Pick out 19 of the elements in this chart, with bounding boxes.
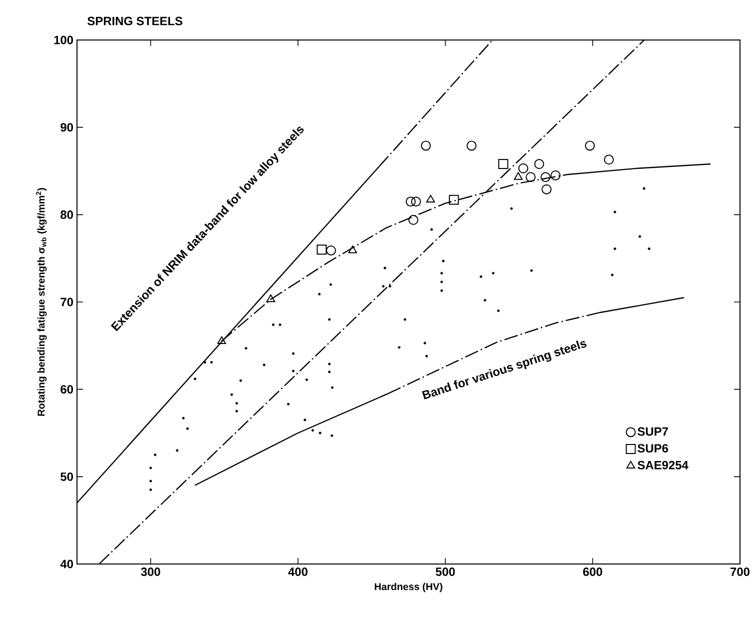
y-tick-label: 90 <box>60 123 73 132</box>
x-tick-label: 300 <box>140 568 160 576</box>
legend-label: SUP6 <box>638 444 668 453</box>
x-tick-label: 400 <box>288 568 308 576</box>
y-tick-label: 70 <box>60 298 73 306</box>
annotation: Band for various spring steels <box>422 340 586 400</box>
y-tick-label: 40 <box>60 560 73 568</box>
x-tick-label: 600 <box>583 568 602 576</box>
y-tick-label: 60 <box>60 385 73 394</box>
chart-title: SPRING STEELS <box>87 16 182 26</box>
y-axis-title: Rotating bending fatigue strength σ$_{wb}$ (kgf/mm$^{2}$) <box>36 188 47 416</box>
x-axis-title: Hardness (HV) <box>374 582 442 592</box>
y-tick-label: 100 <box>54 36 73 44</box>
y-tick-label: 50 <box>60 472 73 481</box>
x-tick-label: 500 <box>436 568 455 576</box>
y-tick-label: 80 <box>60 210 73 219</box>
legend-label: SAE9254 <box>638 460 688 470</box>
x-tick-label: 700 <box>730 568 750 576</box>
legend-label: SUP7 <box>638 427 668 436</box>
